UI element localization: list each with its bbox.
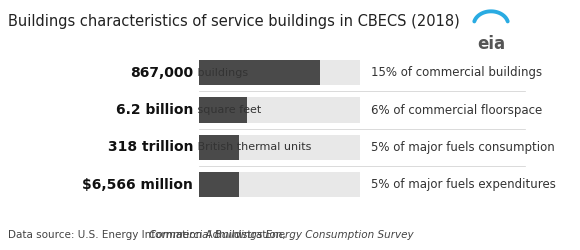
Text: 867,000: 867,000 <box>130 66 193 80</box>
Text: 318 trillion: 318 trillion <box>108 140 193 154</box>
Bar <box>198 60 320 86</box>
Text: buildings: buildings <box>194 68 249 78</box>
Bar <box>198 172 360 197</box>
Text: British thermal units: British thermal units <box>194 142 312 152</box>
Text: 6.2 billion: 6.2 billion <box>116 103 193 117</box>
Bar <box>198 97 360 123</box>
Text: $6,566 million: $6,566 million <box>82 178 193 192</box>
Text: 15% of commercial buildings: 15% of commercial buildings <box>371 66 542 79</box>
Bar <box>198 135 360 160</box>
Text: Data source: U.S. Energy Information Administration,: Data source: U.S. Energy Information Adm… <box>8 230 289 240</box>
Text: 6% of commercial floorspace: 6% of commercial floorspace <box>371 104 542 117</box>
Bar <box>198 172 239 197</box>
Text: eia: eia <box>477 34 505 52</box>
Bar <box>198 97 247 123</box>
Text: 5% of major fuels expenditures: 5% of major fuels expenditures <box>371 178 556 191</box>
Text: square feet: square feet <box>194 105 262 115</box>
Text: Commercial Buildings Energy Consumption Survey: Commercial Buildings Energy Consumption … <box>149 230 414 240</box>
Text: 5% of major fuels consumption: 5% of major fuels consumption <box>371 141 554 154</box>
Text: Buildings characteristics of service buildings in CBECS (2018): Buildings characteristics of service bui… <box>8 14 460 29</box>
Bar <box>198 135 239 160</box>
Bar <box>198 60 360 86</box>
